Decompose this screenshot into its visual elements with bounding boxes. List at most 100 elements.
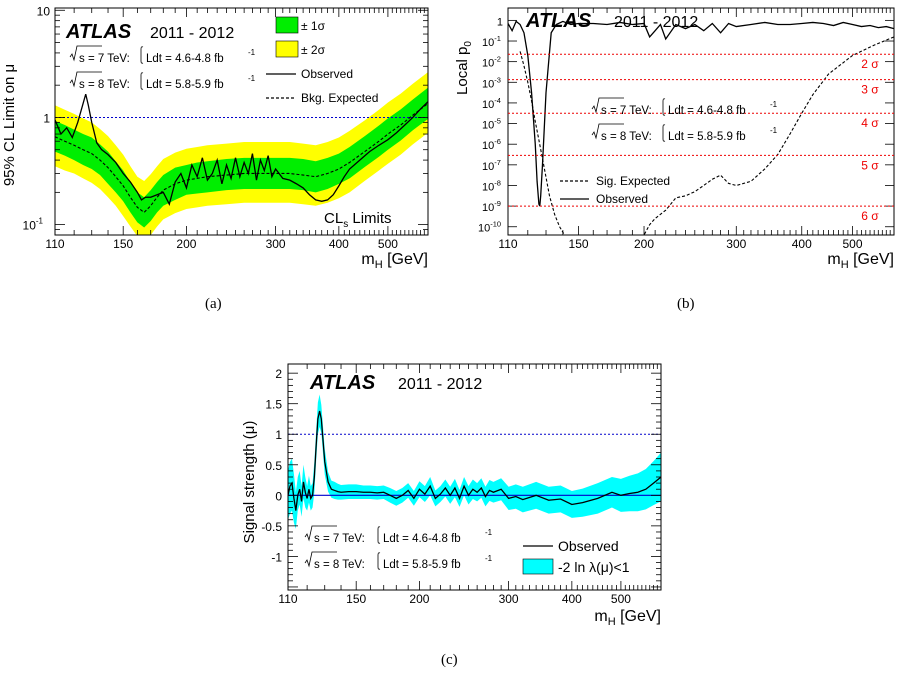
panel-b-plot-area: [508, 20, 894, 235]
a-xtick: 500: [378, 237, 398, 251]
a-xtick: 110: [45, 237, 64, 251]
svg-text:-1: -1: [248, 48, 256, 57]
panel-b: 110 150 200 300 400 500 1 10-1 10-2 10-3 10-4 10-5 1…: [454, 7, 895, 271]
c-ytick: 1.5: [265, 398, 282, 412]
c-ytick: 0.5: [265, 459, 282, 473]
panel-c-plot-area: [288, 394, 661, 529]
panel-a-lumi-7: s = 7 TeV: Ldt = 4.6-4.8 fb -1: [69, 45, 256, 65]
c-ytick: 1: [275, 428, 282, 442]
b-ytick: 10-9: [482, 199, 501, 214]
panel-c: 110 150 200 300 400 500 -1 -0.5 0 0.5 1 1.5 2 Signal…: [241, 363, 662, 628]
a-ytick: 10: [37, 4, 51, 18]
b-xtick: 500: [843, 237, 863, 251]
svg-text:Ldt = 4.6-4.8 fb: Ldt = 4.6-4.8 fb: [146, 53, 224, 65]
svg-text:-1: -1: [485, 554, 493, 563]
svg-text:Ldt = 5.8-5.9 fb: Ldt = 5.8-5.9 fb: [146, 79, 224, 91]
a-xtick: 150: [113, 237, 133, 251]
svg-text:s = 7 TeV:: s = 7 TeV:: [79, 53, 130, 65]
svg-text:s = 8 TeV:: s = 8 TeV:: [314, 559, 365, 571]
band-mu-1sigma: [288, 394, 661, 529]
sigma-label: 3 σ: [861, 83, 879, 97]
svg-text:-1: -1: [485, 528, 493, 537]
svg-text:Ldt = 5.8-5.9 fb: Ldt = 5.8-5.9 fb: [668, 131, 746, 143]
series-mu-observed: [288, 410, 661, 511]
c-xtick: 150: [346, 592, 366, 606]
legend-band1-swatch: [275, 16, 299, 34]
a-xtick: 400: [329, 237, 349, 251]
legend-band2-label: ± 2σ: [301, 43, 326, 57]
sigma-label: 6 σ: [861, 209, 879, 223]
panel-a-frame: [54, 7, 429, 236]
svg-text:-1: -1: [248, 74, 256, 83]
legend-band2-swatch: [275, 40, 299, 58]
panel-c-frame: [287, 363, 662, 591]
panel-b-sigma-lines: 2 σ 3 σ 4 σ 5 σ 6 σ: [508, 53, 894, 223]
svg-text:s = 7 TeV:: s = 7 TeV:: [601, 105, 652, 117]
a-ytick: 1: [43, 111, 50, 125]
c-xtick: 300: [499, 592, 519, 606]
b-xtick: 200: [634, 237, 654, 251]
panel-b-frame: [507, 7, 895, 236]
panel-b-period: 2011 - 2012: [614, 14, 698, 31]
sigma-label: 2 σ: [861, 57, 879, 71]
panel-b-lumi-7: s = 7 TeV: Ldt = 4.6-4.8 fb -1: [591, 97, 778, 117]
panel-b-axes: 110 150 200 300 400 500 1 10-1 10-2 10-3 10-4 10-5 1…: [478, 8, 895, 251]
c-xtick: 400: [562, 592, 582, 606]
a-ytick: 10-1: [23, 217, 44, 233]
legend-c-band-swatch: [522, 558, 554, 575]
panel-b-atlas-label: ATLAS: [525, 10, 592, 32]
series-observed: [55, 93, 428, 207]
band-1sigma: [55, 87, 428, 228]
panel-a-lumi-8: s = 8 TeV: Ldt = 5.8-5.9 fb -1: [69, 71, 256, 91]
a-xtick: 200: [176, 237, 196, 251]
panel-c-lumi-7: s = 7 TeV: Ldt = 4.6-4.8 fb -1: [304, 525, 493, 545]
c-ytick: 0: [275, 489, 282, 503]
panel-b-lumi-8: s = 8 TeV: Ldt = 5.8-5.9 fb -1: [591, 123, 778, 143]
a-xtick: 300: [266, 237, 286, 251]
legend-c-band-label: -2 ln λ(μ)<1: [558, 559, 630, 575]
b-ytick: 10-5: [482, 117, 501, 132]
svg-text:s = 8 TeV:: s = 8 TeV:: [601, 131, 652, 143]
series-sig-expected: [519, 36, 894, 235]
b-ytick: 10-2: [482, 55, 501, 70]
svg-text:Ldt = 4.6-4.8 fb: Ldt = 4.6-4.8 fb: [383, 533, 461, 545]
panel-c-xlabel: mH [GeV]: [594, 608, 661, 628]
c-ytick: -0.5: [261, 520, 282, 534]
panel-c-legend: Observed -2 ln λ(μ)<1: [522, 538, 630, 575]
c-xtick: 200: [409, 592, 429, 606]
panel-c-atlas-label: ATLAS: [309, 372, 376, 394]
panel-c-axes: 110 150 200 300 400 500 -1 -0.5 0 0.5 1 1.5 2: [261, 364, 662, 606]
svg-text:-1: -1: [770, 126, 778, 135]
panel-b-ylabel: Local p0: [454, 41, 474, 95]
b-ytick: 10-6: [482, 137, 501, 152]
panel-a-xlabel: mH [GeV]: [361, 251, 428, 271]
series-expected: [55, 103, 428, 214]
b-ytick: 10-1: [482, 34, 501, 49]
caption-a: (a): [205, 296, 222, 312]
c-ytick: 2: [275, 367, 282, 381]
panel-a-legend: ± 1σ ± 2σ Observed Bkg. Expected: [266, 16, 378, 105]
panel-a-plot-area: [55, 72, 428, 235]
panel-a-period: 2011 - 2012: [150, 25, 234, 42]
b-xtick: 300: [726, 237, 746, 251]
caption-c: (c): [441, 652, 458, 668]
legend-observed-label: Observed: [301, 67, 353, 81]
sigma-label: 4 σ: [861, 116, 879, 130]
b-xtick: 400: [792, 237, 812, 251]
legend-b-observed-label: Observed: [596, 192, 648, 206]
b-xtick: 150: [569, 237, 589, 251]
b-ytick: 10-8: [482, 178, 501, 193]
svg-text:-1: -1: [770, 100, 778, 109]
legend-sig-expected-label: Sig. Expected: [596, 174, 670, 188]
svg-text:s = 8 TeV:: s = 8 TeV:: [79, 79, 130, 91]
b-ytick: 1: [497, 16, 503, 28]
panel-a-cls-label: CLs Limits: [324, 210, 392, 230]
panel-b-legend: Sig. Expected Observed: [560, 174, 670, 206]
sigma-label: 5 σ: [861, 158, 879, 172]
svg-text:s = 7 TeV:: s = 7 TeV:: [314, 533, 365, 545]
b-ytick: 10-10: [478, 220, 501, 235]
caption-b: (b): [677, 296, 695, 312]
b-ytick: 10-7: [482, 158, 501, 173]
